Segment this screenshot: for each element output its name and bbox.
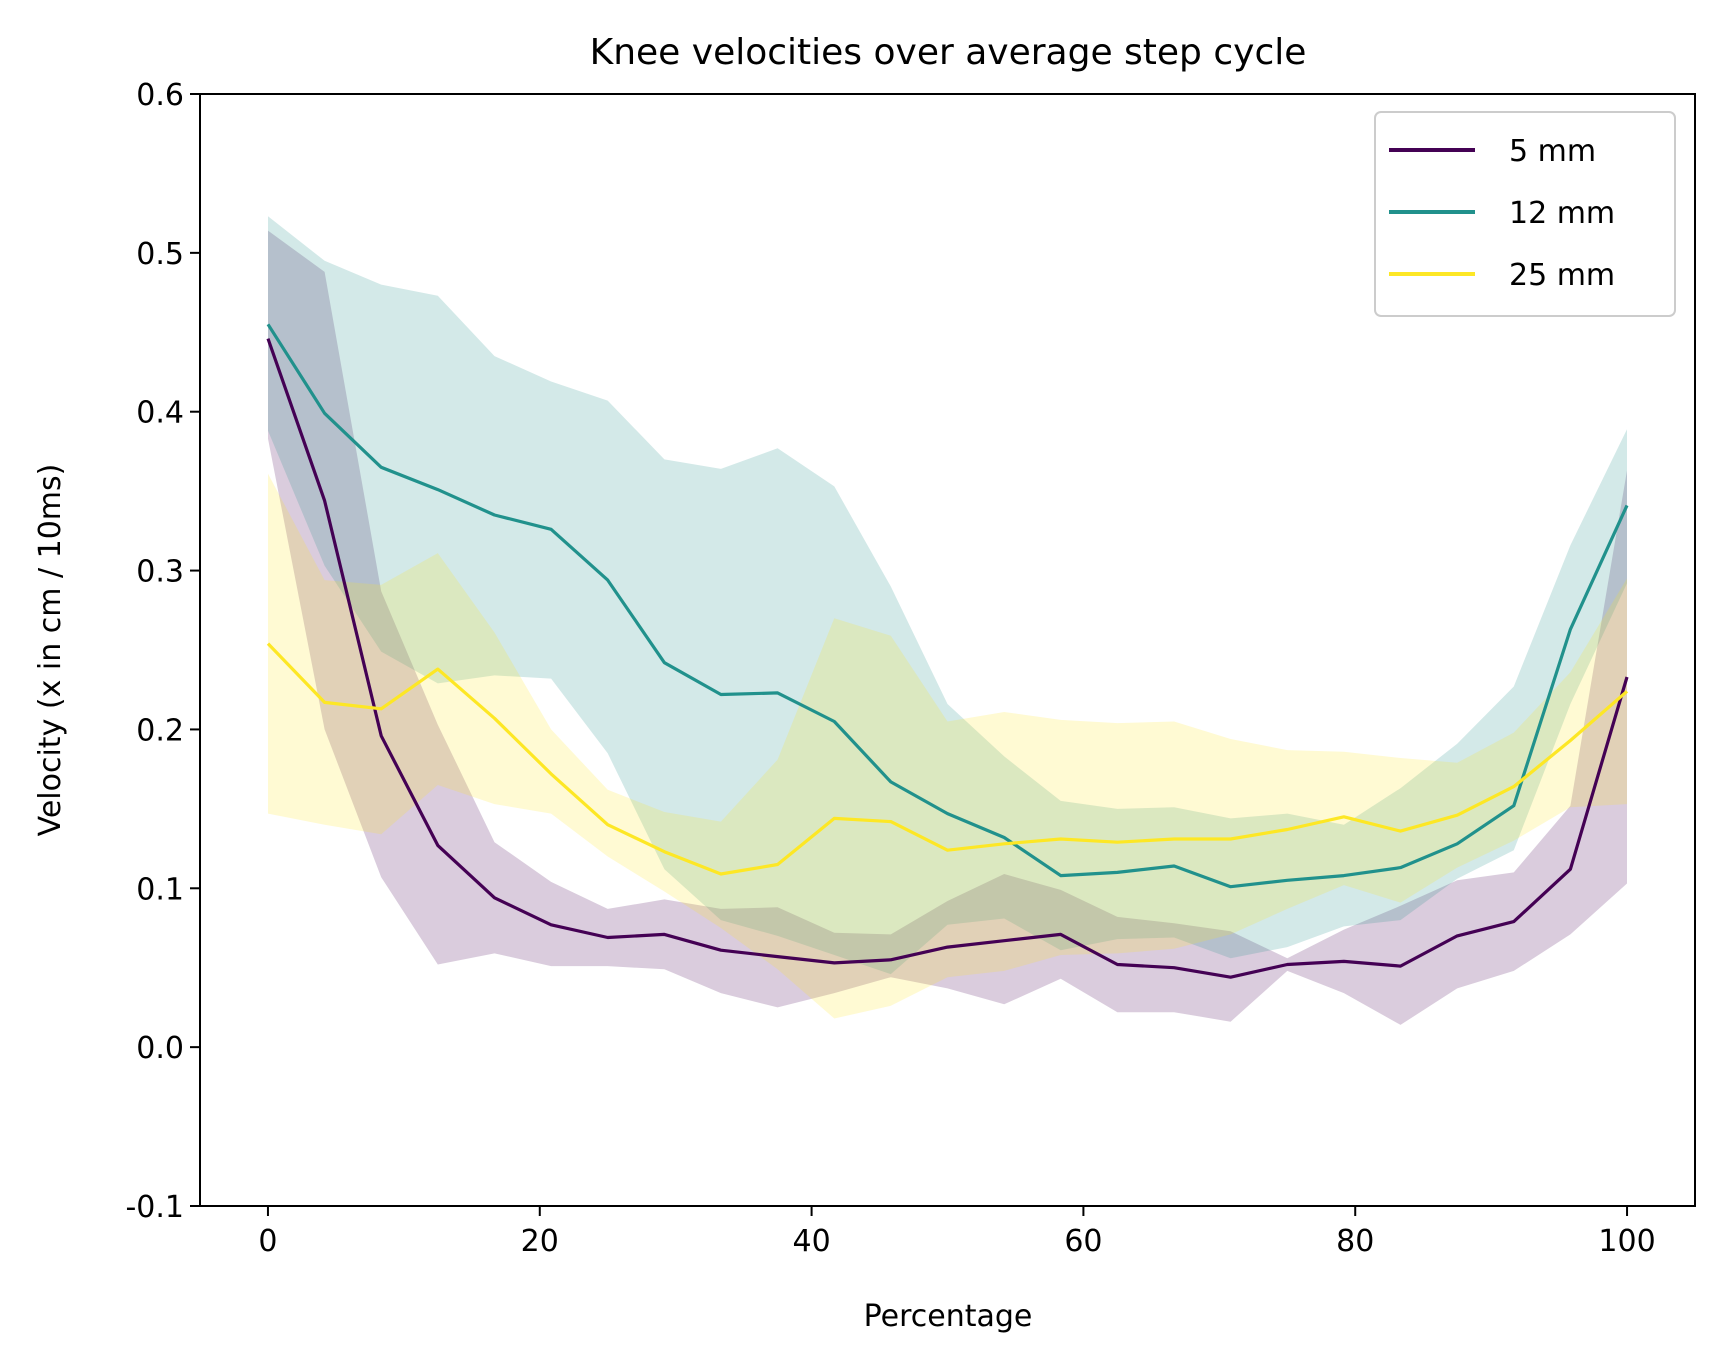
y-tick-label: 0.0	[136, 1031, 184, 1066]
legend: 5 mm 12 mm 25 mm	[1375, 112, 1675, 316]
chart-title: Knee velocities over average step cycle	[590, 32, 1307, 73]
y-tick-label: 0.2	[136, 713, 184, 748]
y-tick-label: 0.5	[136, 237, 184, 272]
x-axis-label: Percentage	[864, 1299, 1033, 1334]
y-tick-label: -0.1	[125, 1190, 184, 1225]
x-tick-label: 40	[792, 1224, 830, 1259]
y-tick-label: 0.4	[136, 396, 184, 431]
y-tick-label: 0.1	[136, 872, 184, 907]
x-tick-label: 60	[1064, 1224, 1102, 1259]
y-axis-label: Velocity (x in cm / 10ms)	[33, 464, 68, 837]
x-tick-label: 20	[521, 1224, 559, 1259]
legend-label-12mm: 12 mm	[1509, 196, 1615, 231]
legend-label-5mm: 5 mm	[1509, 134, 1596, 169]
x-tick-label: 80	[1336, 1224, 1374, 1259]
x-tick-label: 0	[258, 1224, 277, 1259]
x-tick-label: 100	[1598, 1224, 1655, 1259]
y-tick-label: 0.3	[136, 555, 184, 590]
y-tick-label: 0.6	[136, 78, 184, 113]
legend-label-25mm: 25 mm	[1509, 258, 1615, 293]
